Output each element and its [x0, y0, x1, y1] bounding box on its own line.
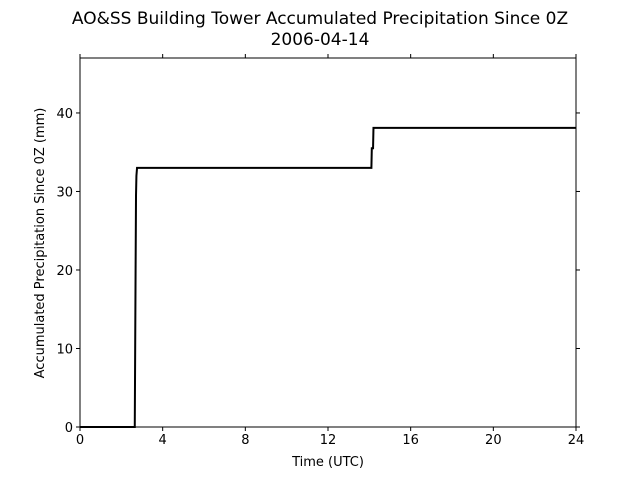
x-tick-label-4: 4 [159, 433, 167, 448]
chart-title: AO&SS Building Tower Accumulated Precipi… [72, 9, 568, 29]
y-tick-label-40: 40 [56, 107, 73, 122]
x-tick-label-8: 8 [241, 433, 249, 448]
y-tick-label-0: 0 [65, 421, 73, 436]
plot-area: 0 4 8 12 16 20 24 0 10 20 30 40 [56, 54, 584, 448]
chart-subtitle: 2006-04-14 [271, 30, 370, 50]
x-tick-label-12: 12 [320, 433, 337, 448]
x-tick-label-0: 0 [76, 433, 84, 448]
x-tick-label-24: 24 [568, 433, 585, 448]
x-axis-label: Time (UTC) [291, 455, 364, 470]
y-axis-label: Accumulated Precipitation Since 0Z (mm) [33, 108, 48, 379]
x-tick-label-16: 16 [402, 433, 419, 448]
plot-frame [79, 57, 577, 428]
y-tick-label-30: 30 [56, 185, 73, 200]
y-tick-label-20: 20 [56, 264, 73, 279]
y-tick-label-10: 10 [56, 342, 73, 357]
x-tick-label-20: 20 [485, 433, 502, 448]
series-line-0 [80, 126, 576, 428]
